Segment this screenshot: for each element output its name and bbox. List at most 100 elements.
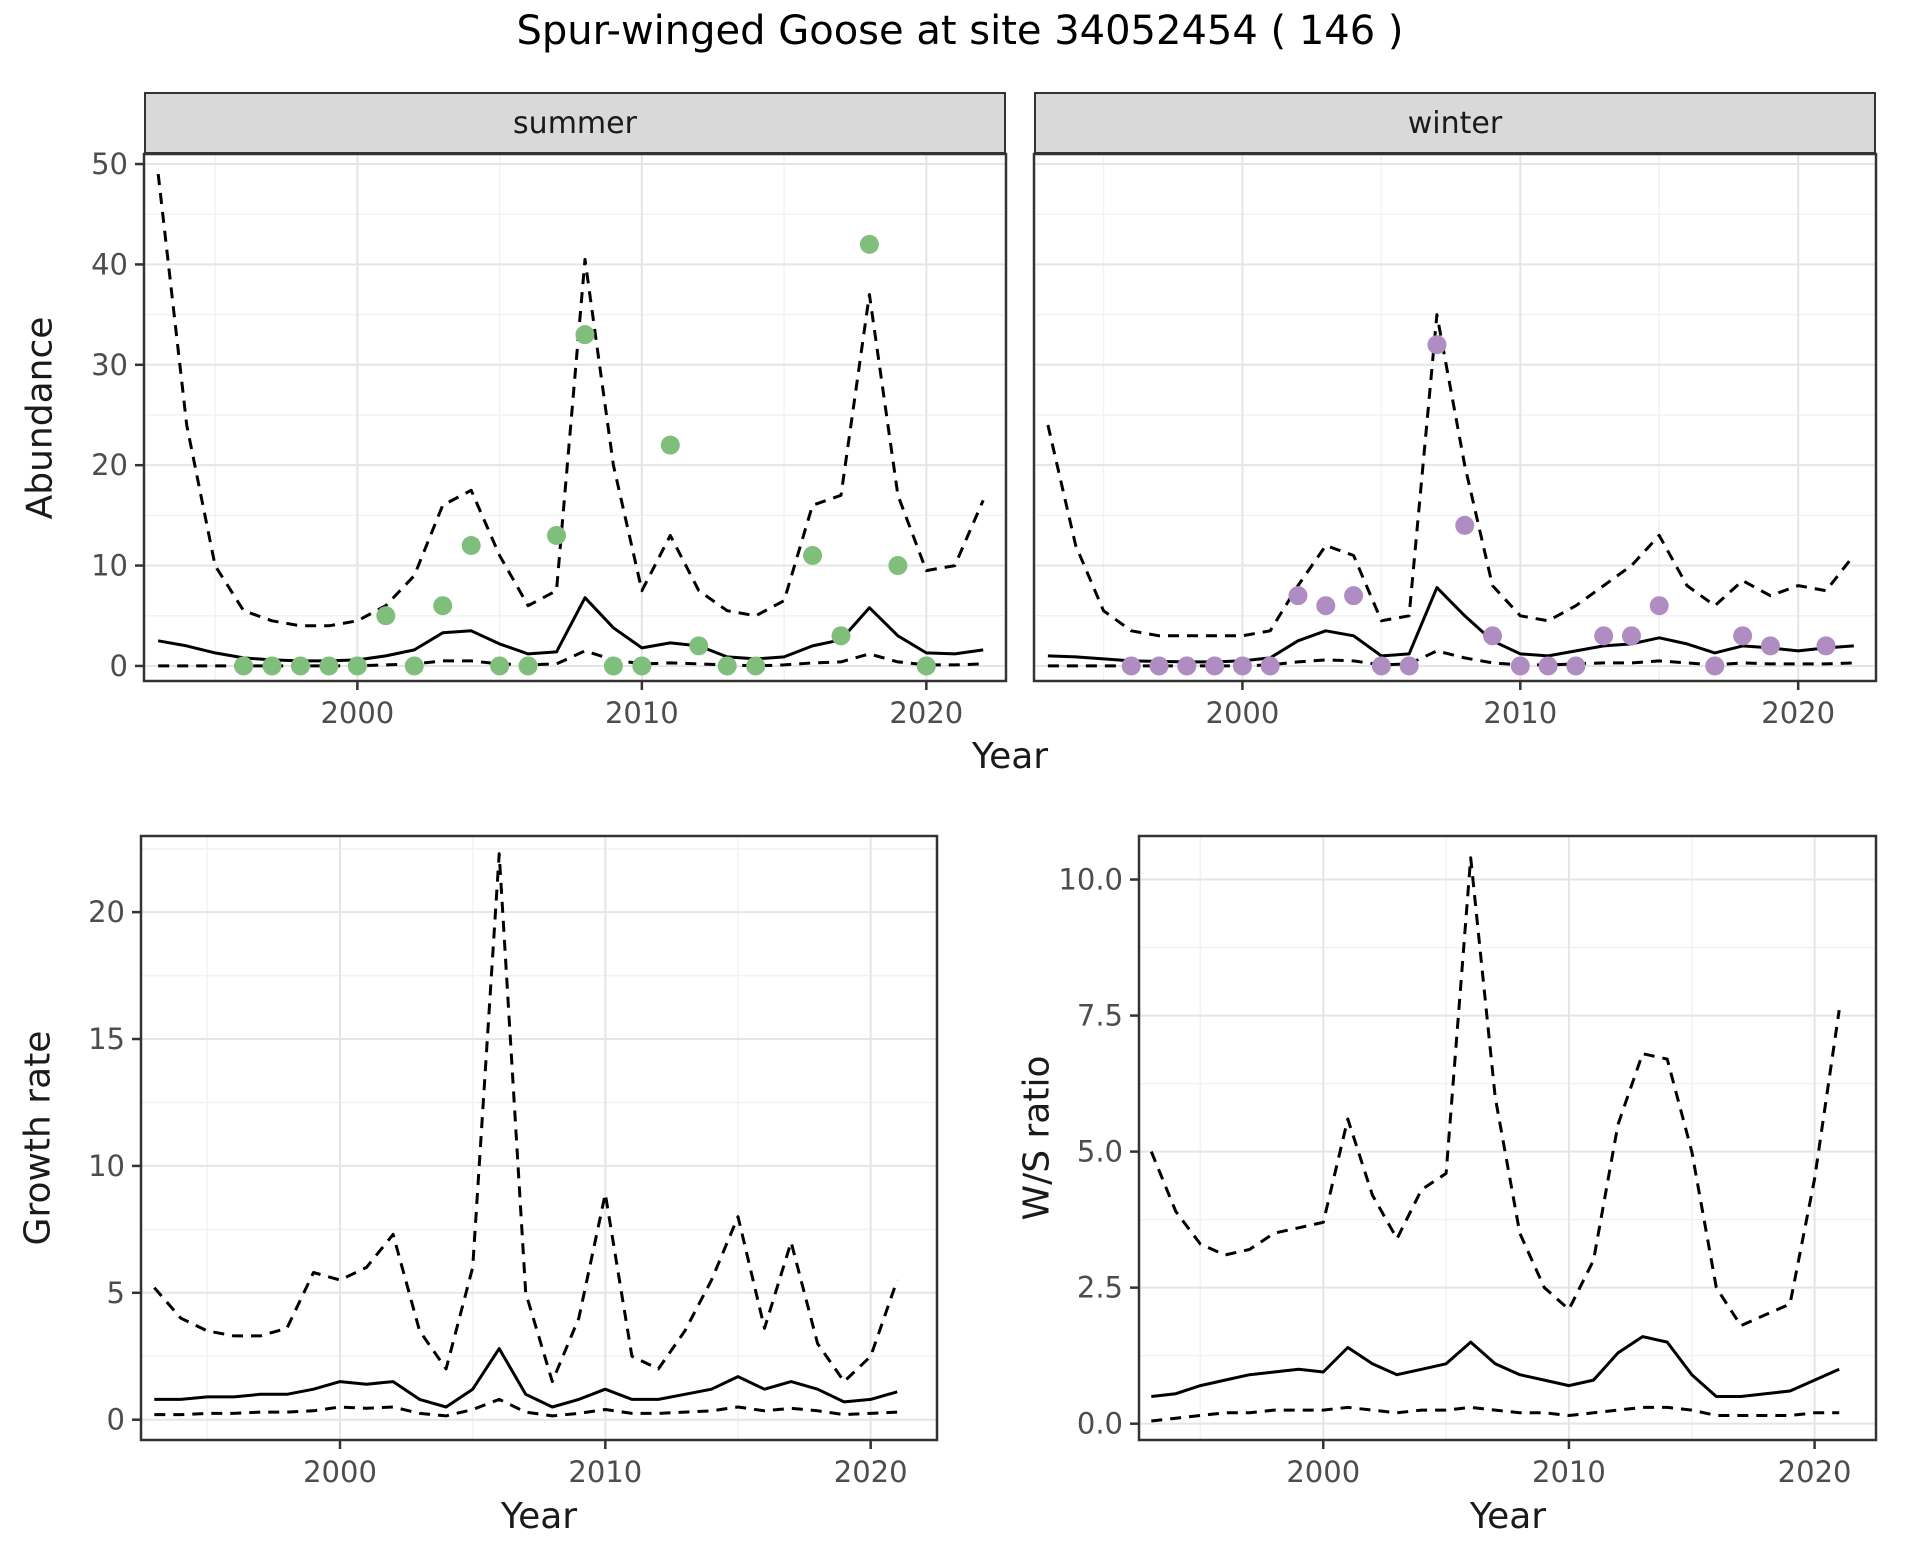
ws-ratio-upper-ci-line [1149, 856, 1841, 1328]
svg-text:10.0: 10.0 [1058, 863, 1123, 897]
abundance-winter-observation-point [1205, 656, 1225, 676]
abundance-summer-observation-point [262, 656, 282, 676]
svg-text:15: 15 [88, 1022, 125, 1056]
svg-text:0: 0 [110, 649, 128, 683]
svg-text:2010: 2010 [568, 1455, 642, 1489]
abundance-winter-observation-point [1260, 656, 1280, 676]
abundance-summer-observation-point [603, 656, 623, 676]
abundance-summer-observation-point [547, 525, 567, 545]
panel-growth-rate: 2000 2010 2020 0 5 10 15 20 [88, 834, 939, 1489]
svg-text:2000: 2000 [303, 1455, 377, 1489]
abundance-summer-observation-point [717, 656, 737, 676]
svg-text:20: 20 [91, 448, 128, 482]
abundance-winter-observation-point [1371, 656, 1391, 676]
abundance-winter-observation-point [1760, 636, 1780, 656]
svg-text:2.5: 2.5 [1077, 1271, 1123, 1305]
svg-text:40: 40 [91, 247, 128, 281]
abundance-winter-observation-point [1121, 656, 1141, 676]
abundance-summer-observation-point [803, 546, 823, 566]
svg-text:0.0: 0.0 [1077, 1407, 1123, 1441]
growth-rate-median-line [154, 1347, 898, 1409]
abundance-summer-observation-point [461, 535, 481, 555]
abundance-summer-observation-point [632, 656, 652, 676]
abundance-summer-observation-point [575, 325, 595, 345]
abundance-summer-observation-point [689, 636, 709, 656]
ws-ratio-lower-ci-line [1151, 1405, 1840, 1423]
abundance-summer-observation-point [888, 556, 908, 576]
svg-text:2010: 2010 [1483, 696, 1557, 730]
svg-text:2020: 2020 [1778, 1455, 1852, 1489]
facet-label-summer: summer [513, 105, 637, 141]
abundance-summer-observation-point [319, 656, 339, 676]
chart-title: Spur-winged Goose at site 34052454 ( 146… [516, 8, 1404, 54]
abundance-winter-upper-ci-line [1046, 313, 1855, 638]
abundance-winter-observation-point [1483, 626, 1503, 646]
svg-text:7.5: 7.5 [1077, 999, 1123, 1033]
abundance-winter-observation-point [1594, 626, 1614, 646]
panel-abundance-summer: 2000 2010 2020 0 10 20 30 40 50 [91, 147, 1008, 730]
abundance-summer-observation-point [660, 435, 680, 455]
abundance-winter-observation-point [1816, 636, 1836, 656]
svg-text:0: 0 [107, 1403, 125, 1437]
svg-text:30: 30 [91, 348, 128, 382]
abundance-winter-observation-point [1288, 586, 1308, 606]
abundance-winter-observation-point [1427, 335, 1447, 355]
abundance-summer-upper-ci-line [156, 173, 985, 628]
year-axis-label-bottom-right: Year [1469, 1496, 1547, 1537]
abundance-summer-observation-point [290, 656, 310, 676]
abundance-winter-observation-point [1621, 626, 1641, 646]
abundance-winter-observation-point [1733, 626, 1753, 646]
abundance-winter-observation-point [1705, 656, 1725, 676]
svg-text:2020: 2020 [889, 696, 963, 730]
abundance-winter-observation-point [1538, 656, 1558, 676]
abundance-summer-observation-point [518, 656, 538, 676]
growth-rate-axis-label: Growth rate [17, 1030, 59, 1246]
abundance-winter-observation-point [1455, 515, 1475, 535]
abundance-winter-observation-point [1177, 656, 1197, 676]
ws-ratio-axis-label: W/S ratio [1016, 1055, 1058, 1221]
svg-text:10: 10 [91, 549, 128, 583]
svg-text:2020: 2020 [1761, 696, 1835, 730]
abundance-axis-label: Abundance [19, 316, 61, 520]
abundance-summer-observation-point [490, 656, 510, 676]
abundance-summer-observation-point [376, 606, 396, 626]
facet-strip-winter: winter [1034, 92, 1876, 154]
svg-text:2000: 2000 [1206, 696, 1280, 730]
year-axis-label-top: Year [971, 736, 1049, 777]
abundance-summer-observation-point [234, 656, 254, 676]
abundance-winter-observation-point [1566, 656, 1586, 676]
svg-text:5.0: 5.0 [1077, 1135, 1123, 1169]
abundance-summer-observation-point [746, 656, 766, 676]
abundance-winter-observation-point [1316, 596, 1336, 616]
year-axis-label-bottom-left: Year [500, 1496, 578, 1537]
abundance-summer-observation-point [347, 656, 367, 676]
svg-text:2020: 2020 [834, 1455, 908, 1489]
facet-label-winter: winter [1407, 105, 1503, 141]
abundance-winter-observation-point [1399, 656, 1419, 676]
svg-text:2000: 2000 [320, 696, 394, 730]
svg-text:5: 5 [107, 1276, 125, 1310]
abundance-winter-observation-point [1344, 586, 1364, 606]
ws-ratio-median-line [1151, 1335, 1840, 1398]
growth-rate-lower-ci-line [154, 1397, 898, 1418]
panel-ws-ratio: 2000 2010 2020 0.0 2.5 5.0 7.5 10.0 [1058, 834, 1878, 1489]
abundance-summer-observation-point [831, 626, 851, 646]
growth-rate-upper-ci-line [153, 852, 899, 1384]
abundance-summer-observation-point [859, 234, 879, 254]
abundance-winter-observation-point [1149, 656, 1169, 676]
abundance-winter-observation-point [1649, 596, 1669, 616]
svg-text:2010: 2010 [605, 696, 679, 730]
abundance-summer-observation-point [404, 656, 424, 676]
svg-text:2000: 2000 [1286, 1455, 1360, 1489]
abundance-winter-observation-point [1510, 656, 1530, 676]
svg-text:50: 50 [91, 147, 128, 181]
abundance-summer-observation-point [916, 656, 936, 676]
panel-abundance-winter: 2000 2010 2020 [1032, 152, 1878, 730]
svg-text:10: 10 [88, 1149, 125, 1183]
svg-text:20: 20 [88, 895, 125, 929]
facet-strip-summer: summer [144, 92, 1006, 154]
abundance-winter-observation-point [1232, 656, 1252, 676]
abundance-summer-observation-point [433, 596, 453, 616]
